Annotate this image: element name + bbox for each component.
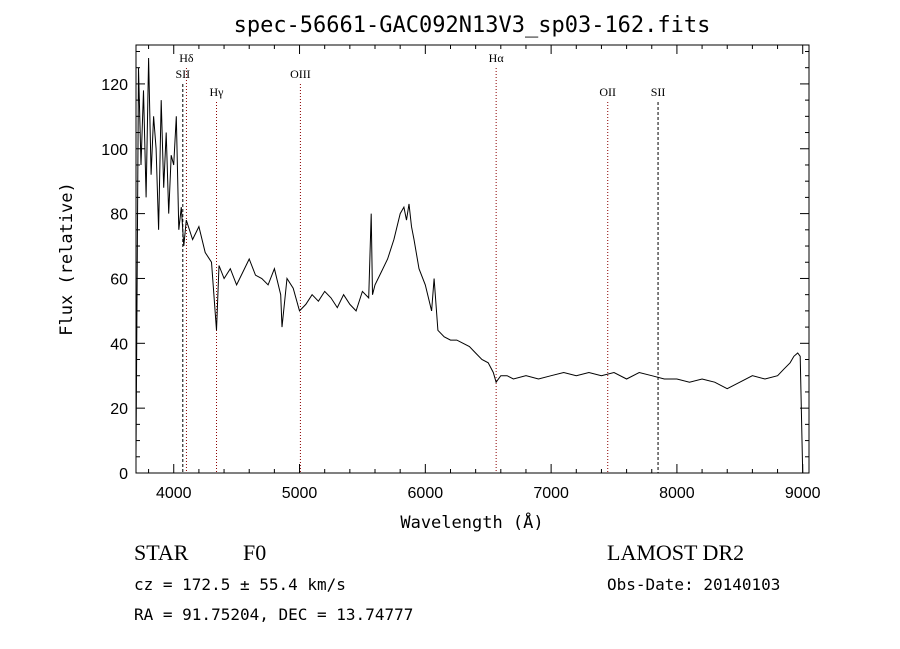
y-axis-label: Flux (relative): [57, 182, 77, 336]
spectral-line-label: SII: [175, 67, 190, 81]
spectrum-line: [135, 57, 804, 474]
spectral-line-label: OIII: [290, 67, 311, 81]
spectral-line-label: Hγ: [210, 85, 225, 99]
x-tick-label: 7000: [533, 485, 569, 502]
chart-title: spec-56661-GAC092N13V3_sp03-162.fits: [234, 13, 711, 38]
x-tick-label: 5000: [282, 485, 318, 502]
obs-date-text: Obs-Date: 20140103: [607, 575, 780, 594]
object-subclass: F0: [243, 540, 266, 565]
x-tick-label: 8000: [659, 485, 695, 502]
spectral-line-label: SII: [651, 85, 666, 99]
y-tick-label: 0: [119, 466, 128, 483]
spectral-line-label: Hδ: [179, 51, 194, 65]
spectral-line-markers: Hδ SII Hγ OIII Hα OII SII: [175, 51, 665, 473]
coordinates-text: RA = 91.75204, DEC = 13.74777: [134, 605, 413, 624]
y-tick-label: 100: [101, 142, 128, 159]
axis-ticks: 4000 5000 6000 7000 8000 9000 0 20 40 60 80 100 120: [101, 45, 821, 502]
redshift-text: cz = 172.5 ± 55.4 km/s: [134, 575, 346, 594]
x-tick-label: 6000: [408, 485, 444, 502]
x-tick-label: 9000: [785, 485, 821, 502]
y-tick-label: 60: [110, 271, 128, 288]
y-tick-label: 20: [110, 401, 128, 418]
y-tick-label: 80: [110, 207, 128, 224]
y-tick-label: 120: [101, 77, 128, 94]
spectral-line-label: Hα: [489, 51, 505, 65]
object-class: STAR: [134, 540, 189, 565]
y-tick-label: 40: [110, 336, 128, 353]
survey-name: LAMOST DR2: [607, 540, 744, 565]
spectral-line-label: OII: [599, 85, 616, 99]
x-tick-label: 4000: [156, 485, 192, 502]
plot-frame: [135, 44, 810, 474]
x-axis-label: Wavelength (Å): [400, 511, 543, 533]
